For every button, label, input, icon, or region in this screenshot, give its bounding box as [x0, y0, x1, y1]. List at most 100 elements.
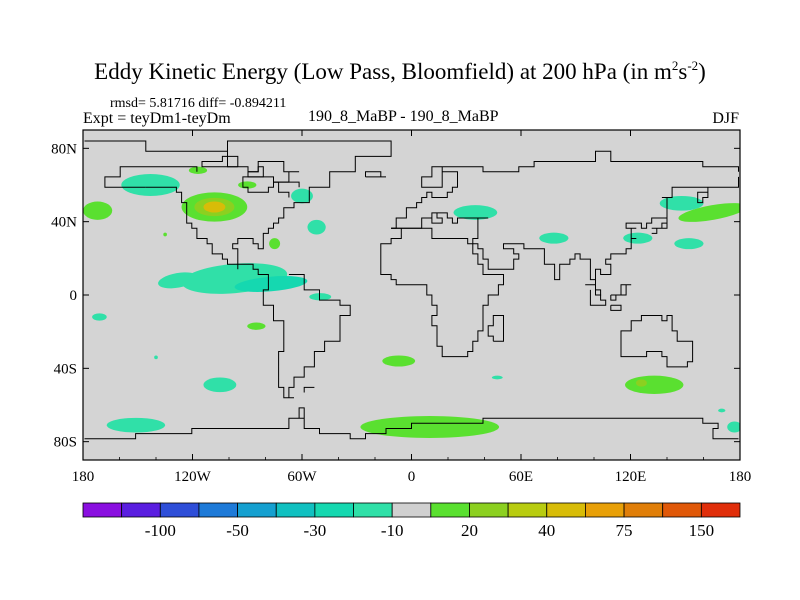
chart-title: Eddy Kinetic Energy (Low Pass, Bloomfiel…	[0, 58, 800, 85]
coastline-11	[610, 304, 622, 311]
colorbar-box-4	[237, 502, 277, 518]
x-tick-label-3: 0	[408, 469, 416, 485]
coastline-4	[104, 166, 198, 188]
title-superscript-2: -2	[687, 58, 699, 73]
x-axis: 180 120W 60W 0 60E 120E 180	[72, 130, 752, 485]
coastline-9	[620, 315, 694, 368]
x-tick-label-5: 120E	[615, 469, 647, 485]
anomaly-region-16	[203, 377, 237, 393]
anomaly-region-13	[92, 313, 107, 321]
coastline-3	[145, 186, 239, 270]
colorbar-label-2: -30	[304, 521, 327, 540]
y-tick-label-0: 80N	[51, 141, 77, 157]
x-tick-label-4: 60E	[509, 469, 533, 485]
anomaly-region-21	[453, 205, 498, 220]
coastline-15	[303, 386, 315, 393]
colorbar-box-16	[700, 502, 741, 518]
anomaly-region-7	[291, 188, 313, 204]
colorbar-box-5	[275, 502, 316, 518]
season-label: DJF	[712, 110, 739, 127]
anomaly-region-18	[360, 416, 500, 438]
title-unit-s: s	[678, 59, 688, 84]
colorbar-label-3: -10	[381, 521, 404, 540]
colorbar-box-7	[353, 502, 393, 518]
y-tick-label-2: 0	[70, 288, 78, 304]
anomaly-region-24	[659, 196, 704, 211]
case-label: 190_8_MaBP - 190_8_MaBP	[308, 108, 499, 125]
title-text: Eddy Kinetic Energy (Low Pass, Bloomfiel…	[94, 59, 672, 84]
anomaly-region-23	[623, 232, 653, 244]
coastline-13	[651, 218, 668, 234]
colorbar-label-7: 150	[689, 521, 715, 540]
anomaly-region-26	[674, 238, 704, 250]
colorbar-label-4: 20	[461, 521, 478, 540]
y-tick-label-4: 80S	[54, 435, 77, 451]
colorbar-box-12	[546, 502, 586, 518]
colorbar-box-2	[159, 502, 200, 518]
x-tick-label-2: 60W	[287, 469, 317, 485]
coastline-18	[365, 171, 386, 178]
anomaly-region-32	[154, 355, 158, 360]
colorbar-box-13	[585, 502, 625, 518]
anomaly-region-29	[727, 421, 740, 433]
experiment-label: Expt = teyDm1-teyDm	[83, 110, 231, 127]
anomaly-region-17	[106, 417, 166, 433]
anomaly-region-11	[234, 276, 308, 292]
anomaly-region-4	[83, 201, 113, 220]
colorbar-box-1	[121, 502, 161, 518]
rmsd-diff-label: rmsd= 5.81716 diff= -0.894211	[110, 96, 287, 111]
anomaly-region-22	[539, 232, 569, 244]
coastline-layer	[84, 140, 739, 440]
colorbar-box-11	[507, 502, 548, 518]
coastline-17	[247, 161, 300, 183]
coastline-7	[391, 176, 739, 296]
colorbar-box-0	[82, 502, 123, 518]
coastline-12	[610, 284, 632, 301]
y-axis: 80N 40N 0 40S 80S	[51, 141, 740, 451]
colorbar-box-6	[314, 502, 354, 518]
coastline-0	[84, 140, 392, 399]
anomaly-region-3	[121, 174, 180, 196]
colorbar-label-1: -50	[226, 521, 249, 540]
anomaly-region-15	[309, 293, 332, 301]
anomaly-region-25	[678, 203, 740, 222]
anomaly-region-5	[188, 166, 208, 174]
colorbar-box-15	[662, 502, 702, 518]
coastline-6	[380, 227, 504, 358]
anomaly-region-28	[635, 379, 647, 387]
colorbar-label-5: 40	[538, 521, 555, 540]
coastline-14	[84, 407, 739, 440]
coastline-8	[487, 315, 504, 342]
colorbar-label-0: -100	[145, 521, 176, 540]
title-superscript-1: 2	[671, 58, 679, 73]
x-tick-label-6: 180	[729, 469, 752, 485]
anomaly-region-14	[247, 322, 266, 330]
map-background	[83, 130, 740, 460]
colorbar-label-6: 75	[616, 521, 633, 540]
colorbar-box-10	[469, 502, 509, 518]
anomaly-region-2	[203, 201, 226, 213]
anomaly-region-9	[269, 238, 281, 250]
y-tick-label-3: 40S	[54, 361, 77, 377]
anomaly-region-8	[307, 219, 326, 235]
colorbar-box-9	[430, 502, 470, 518]
coastline-10	[585, 284, 607, 306]
anomaly-region-19	[382, 355, 416, 367]
colorbar: -100 -50 -30 -10 20 40 75 150	[82, 502, 741, 540]
anomaly-region-27	[625, 375, 684, 395]
anomaly-layer	[83, 166, 740, 438]
anomaly-region-30	[718, 408, 726, 413]
x-tick-label-0: 180	[72, 469, 95, 485]
coastline-16	[201, 155, 239, 168]
colorbar-box-14	[623, 502, 664, 518]
y-tick-label-1: 40N	[51, 215, 77, 231]
x-tick-label-1: 120W	[174, 469, 212, 485]
title-close-paren: )	[698, 59, 706, 84]
colorbar-box-8	[391, 502, 432, 518]
anomaly-region-31	[163, 232, 167, 237]
colorbar-box-3	[198, 502, 238, 518]
coastline-5	[391, 150, 739, 229]
anomaly-region-12	[158, 272, 198, 289]
anomaly-region-20	[491, 375, 503, 380]
